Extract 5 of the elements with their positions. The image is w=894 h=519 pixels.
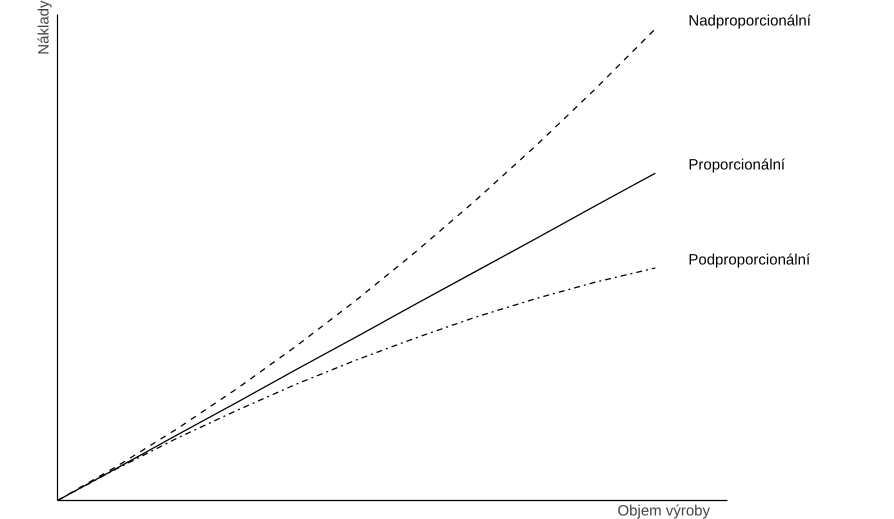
text: Nadproporcionální — [688, 12, 812, 30]
x-axis-title: Objem výroby — [618, 502, 711, 519]
text: Podproporcionální — [688, 251, 811, 268]
y-axis-title: Náklady — [36, 0, 52, 55]
text: Proporcionální — [688, 156, 786, 174]
